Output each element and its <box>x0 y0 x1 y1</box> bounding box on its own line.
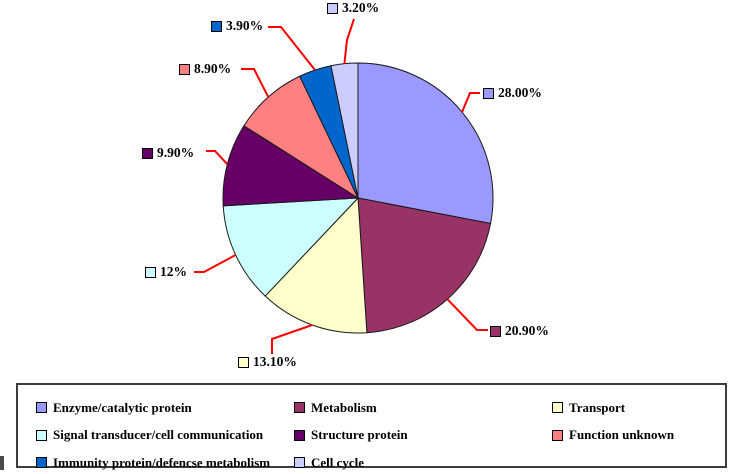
leader-line-4 <box>206 150 229 165</box>
slice-label-cell-cycle: 3.20% <box>327 1 379 15</box>
label-swatch-icon <box>483 87 494 99</box>
legend-item-metabolism: Metabolism <box>294 400 552 416</box>
leader-line-1 <box>446 298 488 331</box>
slice-label-structure: 9.90% <box>142 146 194 160</box>
label-swatch-icon <box>211 20 222 32</box>
label-swatch-icon <box>145 266 156 278</box>
slice-percent: 12% <box>160 264 187 279</box>
legend-item-transport: Transport <box>552 400 725 416</box>
label-swatch-icon <box>490 325 501 337</box>
legend-item-structure: Structure protein <box>294 427 552 443</box>
slice-percent: 28.00% <box>498 85 542 100</box>
legend-label: Structure protein <box>311 427 408 443</box>
slice-percent: 8.90% <box>194 61 232 76</box>
legend-swatch-icon <box>552 402 563 414</box>
pie-slice-2 <box>264 196 368 334</box>
slice-percent: 3.90% <box>226 18 264 33</box>
label-swatch-icon <box>179 63 190 75</box>
slice-percent: 13.10% <box>253 354 297 369</box>
legend-label: Signal transducer/cell communication <box>53 427 264 443</box>
legend-swatch-icon <box>36 429 47 441</box>
label-swatch-icon <box>238 356 249 368</box>
leader-line-7 <box>343 18 355 64</box>
slice-percent: 9.90% <box>157 145 195 160</box>
label-swatch-icon <box>327 2 338 14</box>
leader-line-3 <box>194 254 237 273</box>
slice-label-enzyme: 28.00% <box>483 86 542 100</box>
pie-slice-0 <box>357 62 494 225</box>
legend-swatch-icon <box>36 457 47 469</box>
slice-label-metabolism: 20.90% <box>490 324 549 338</box>
legend-label: Cell cycle <box>311 454 365 470</box>
legend-box: Enzyme/catalytic protein Metabolism Tran… <box>16 383 727 471</box>
legend-item-enzyme: Enzyme/catalytic protein <box>36 400 294 416</box>
slice-label-signal: 12% <box>145 265 187 279</box>
legend-swatch-icon <box>552 429 563 441</box>
pie-slice-3 <box>222 197 360 297</box>
screen-artifact <box>0 456 4 470</box>
pie-chart <box>194 18 494 354</box>
legend-item-immunity: Immunity protein/defencse metabolism <box>36 455 294 471</box>
leader-line-5 <box>241 68 270 98</box>
legend-label: Transport <box>569 399 626 415</box>
slice-percent: 20.90% <box>505 323 549 338</box>
label-swatch-icon <box>142 147 153 159</box>
legend-swatch-icon <box>294 457 305 469</box>
legend-swatch-icon <box>36 402 47 414</box>
slice-label-transport: 13.10% <box>238 355 297 369</box>
pie-slice-1 <box>357 197 492 334</box>
legend-label: Function unknown <box>569 427 675 443</box>
legend-item-cell-cycle: Cell cycle <box>294 455 552 471</box>
legend-label: Immunity protein/defencse metabolism <box>53 454 271 470</box>
leader-line-2 <box>271 324 313 354</box>
slice-label-immunity: 3.90% <box>211 19 263 33</box>
legend-item-signal: Signal transducer/cell communication <box>36 427 294 443</box>
slice-percent: 3.20% <box>342 0 380 15</box>
leader-line-0 <box>461 92 480 113</box>
pie-slice-4 <box>222 125 360 207</box>
leader-line-6 <box>268 26 316 71</box>
legend-label: Metabolism <box>311 399 377 415</box>
pie-chart-area: 28.00% 20.90% 13.10% 12% 9.90% 8.90% 3.9… <box>142 1 549 369</box>
slice-label-function-unknown: 8.90% <box>179 62 231 76</box>
legend-label: Enzyme/catalytic protein <box>53 399 192 415</box>
legend-swatch-icon <box>294 429 305 441</box>
legend-swatch-icon <box>294 402 305 414</box>
legend-item-function-unknown: Function unknown <box>552 427 725 443</box>
